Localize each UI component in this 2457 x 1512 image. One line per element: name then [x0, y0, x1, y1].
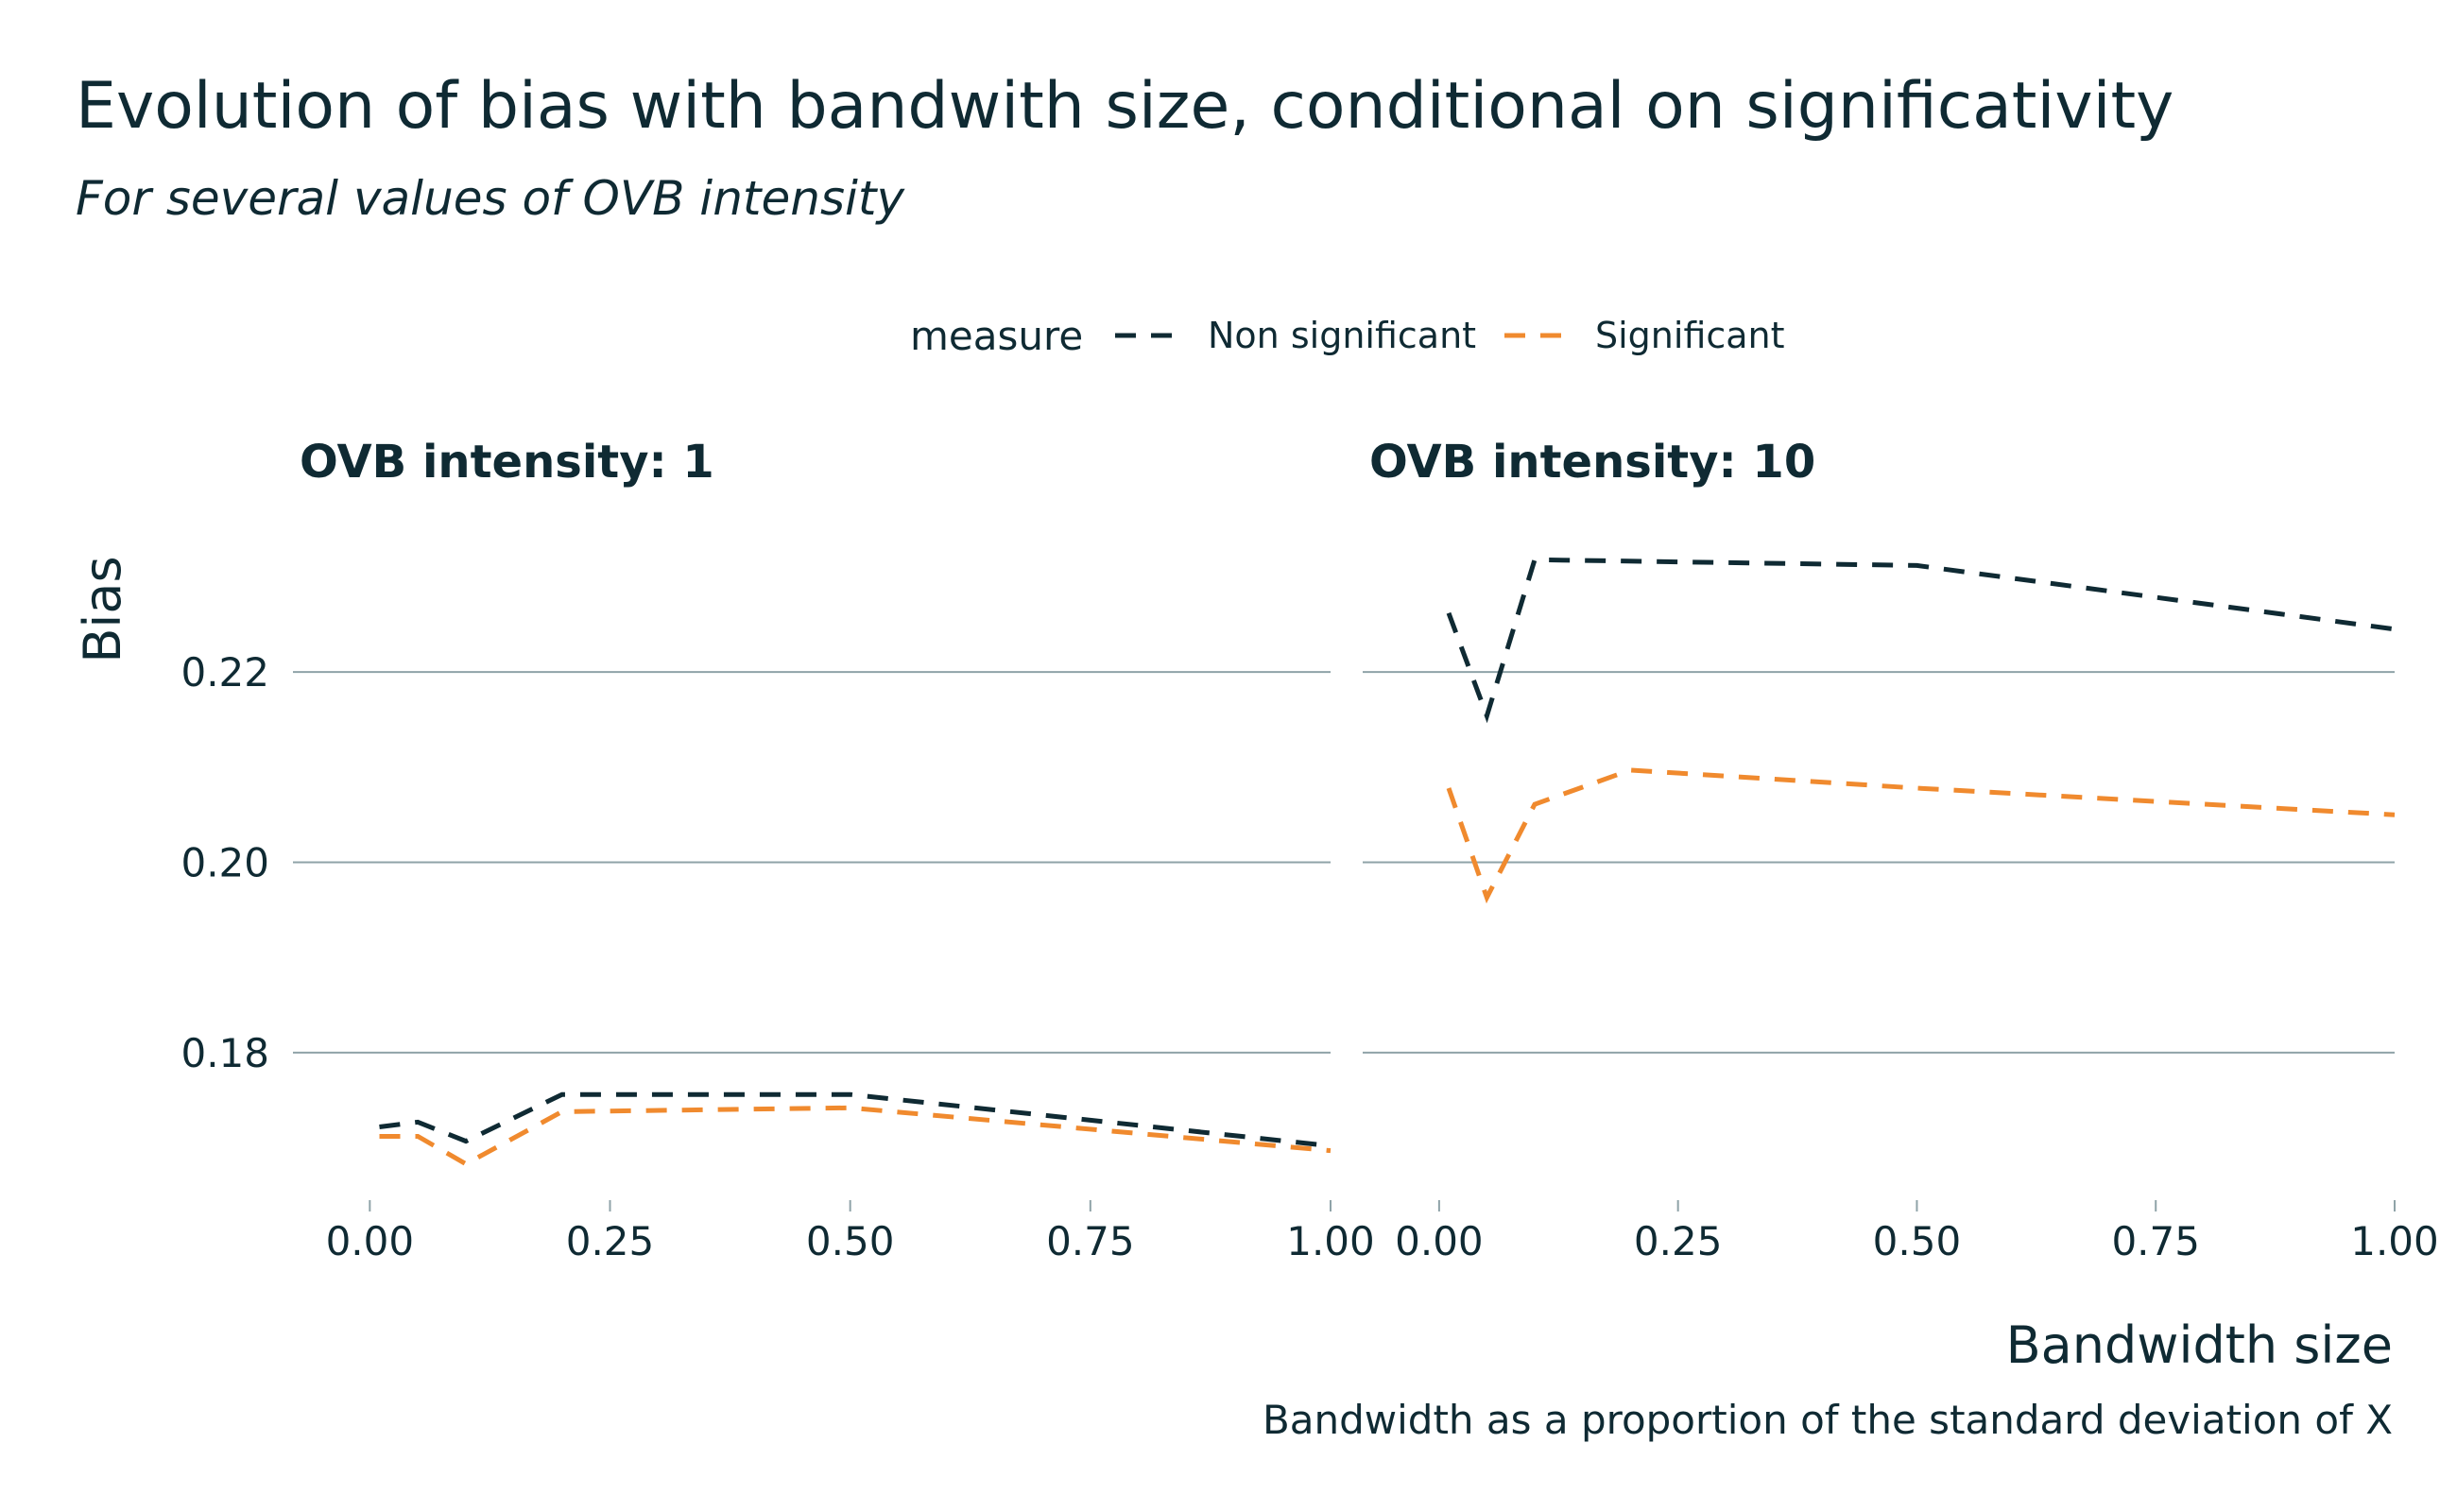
x-tick-label: 0.75 [2111, 1218, 2200, 1264]
y-tick-label: 0.18 [180, 1030, 269, 1076]
chart-title: Evolution of bias with bandwith size, co… [76, 69, 2174, 144]
legend: measure Non significant Significant [910, 313, 1785, 359]
series-line-non-significant [379, 1091, 1332, 1149]
legend-label-significant: Significant [1595, 315, 1785, 356]
chart-subtitle: For several values of OVB intensity [76, 171, 905, 226]
x-tick-label: 0.75 [1046, 1218, 1135, 1264]
chart-caption: Bandwidth as a proportion of the standar… [1263, 1397, 2393, 1443]
series-line-non-significant [1446, 557, 2396, 724]
y-tick-label: 0.22 [180, 649, 269, 696]
x-tick-label: 0.25 [566, 1218, 655, 1264]
x-tick-label: 0.00 [1395, 1218, 1484, 1264]
y-axis-title: Bias [73, 556, 132, 662]
x-tick-label: 0.50 [806, 1218, 895, 1264]
series-line-significant [379, 1105, 1332, 1167]
panel-2: OVB intensity: 10 0.00 0.25 0.50 0.75 1.00 [1363, 436, 2439, 1264]
series-line-significant [1446, 767, 2396, 904]
x-tick-label: 0.00 [326, 1218, 415, 1264]
y-tick-label: 0.20 [180, 840, 269, 886]
x-tick-label: 0.50 [1873, 1218, 1962, 1264]
facet-title: OVB intensity: 1 [300, 436, 714, 489]
legend-title: measure [910, 313, 1083, 359]
x-tick-label: 1.00 [1286, 1218, 1375, 1264]
panel-1: OVB intensity: 1 0.18 0.20 0.22 0.00 0.25 0.50… [180, 436, 1374, 1264]
panels: OVB intensity: 1 0.18 0.20 0.22 0.00 0.25 0.50… [180, 436, 2438, 1264]
x-tick-label: 1.00 [2350, 1218, 2439, 1264]
legend-label-non-significant: Non significant [1208, 315, 1476, 356]
facet-title: OVB intensity: 10 [1369, 436, 1815, 489]
x-tick-label: 0.25 [1634, 1218, 1723, 1264]
x-axis-title: Bandwidth size [2006, 1315, 2393, 1375]
